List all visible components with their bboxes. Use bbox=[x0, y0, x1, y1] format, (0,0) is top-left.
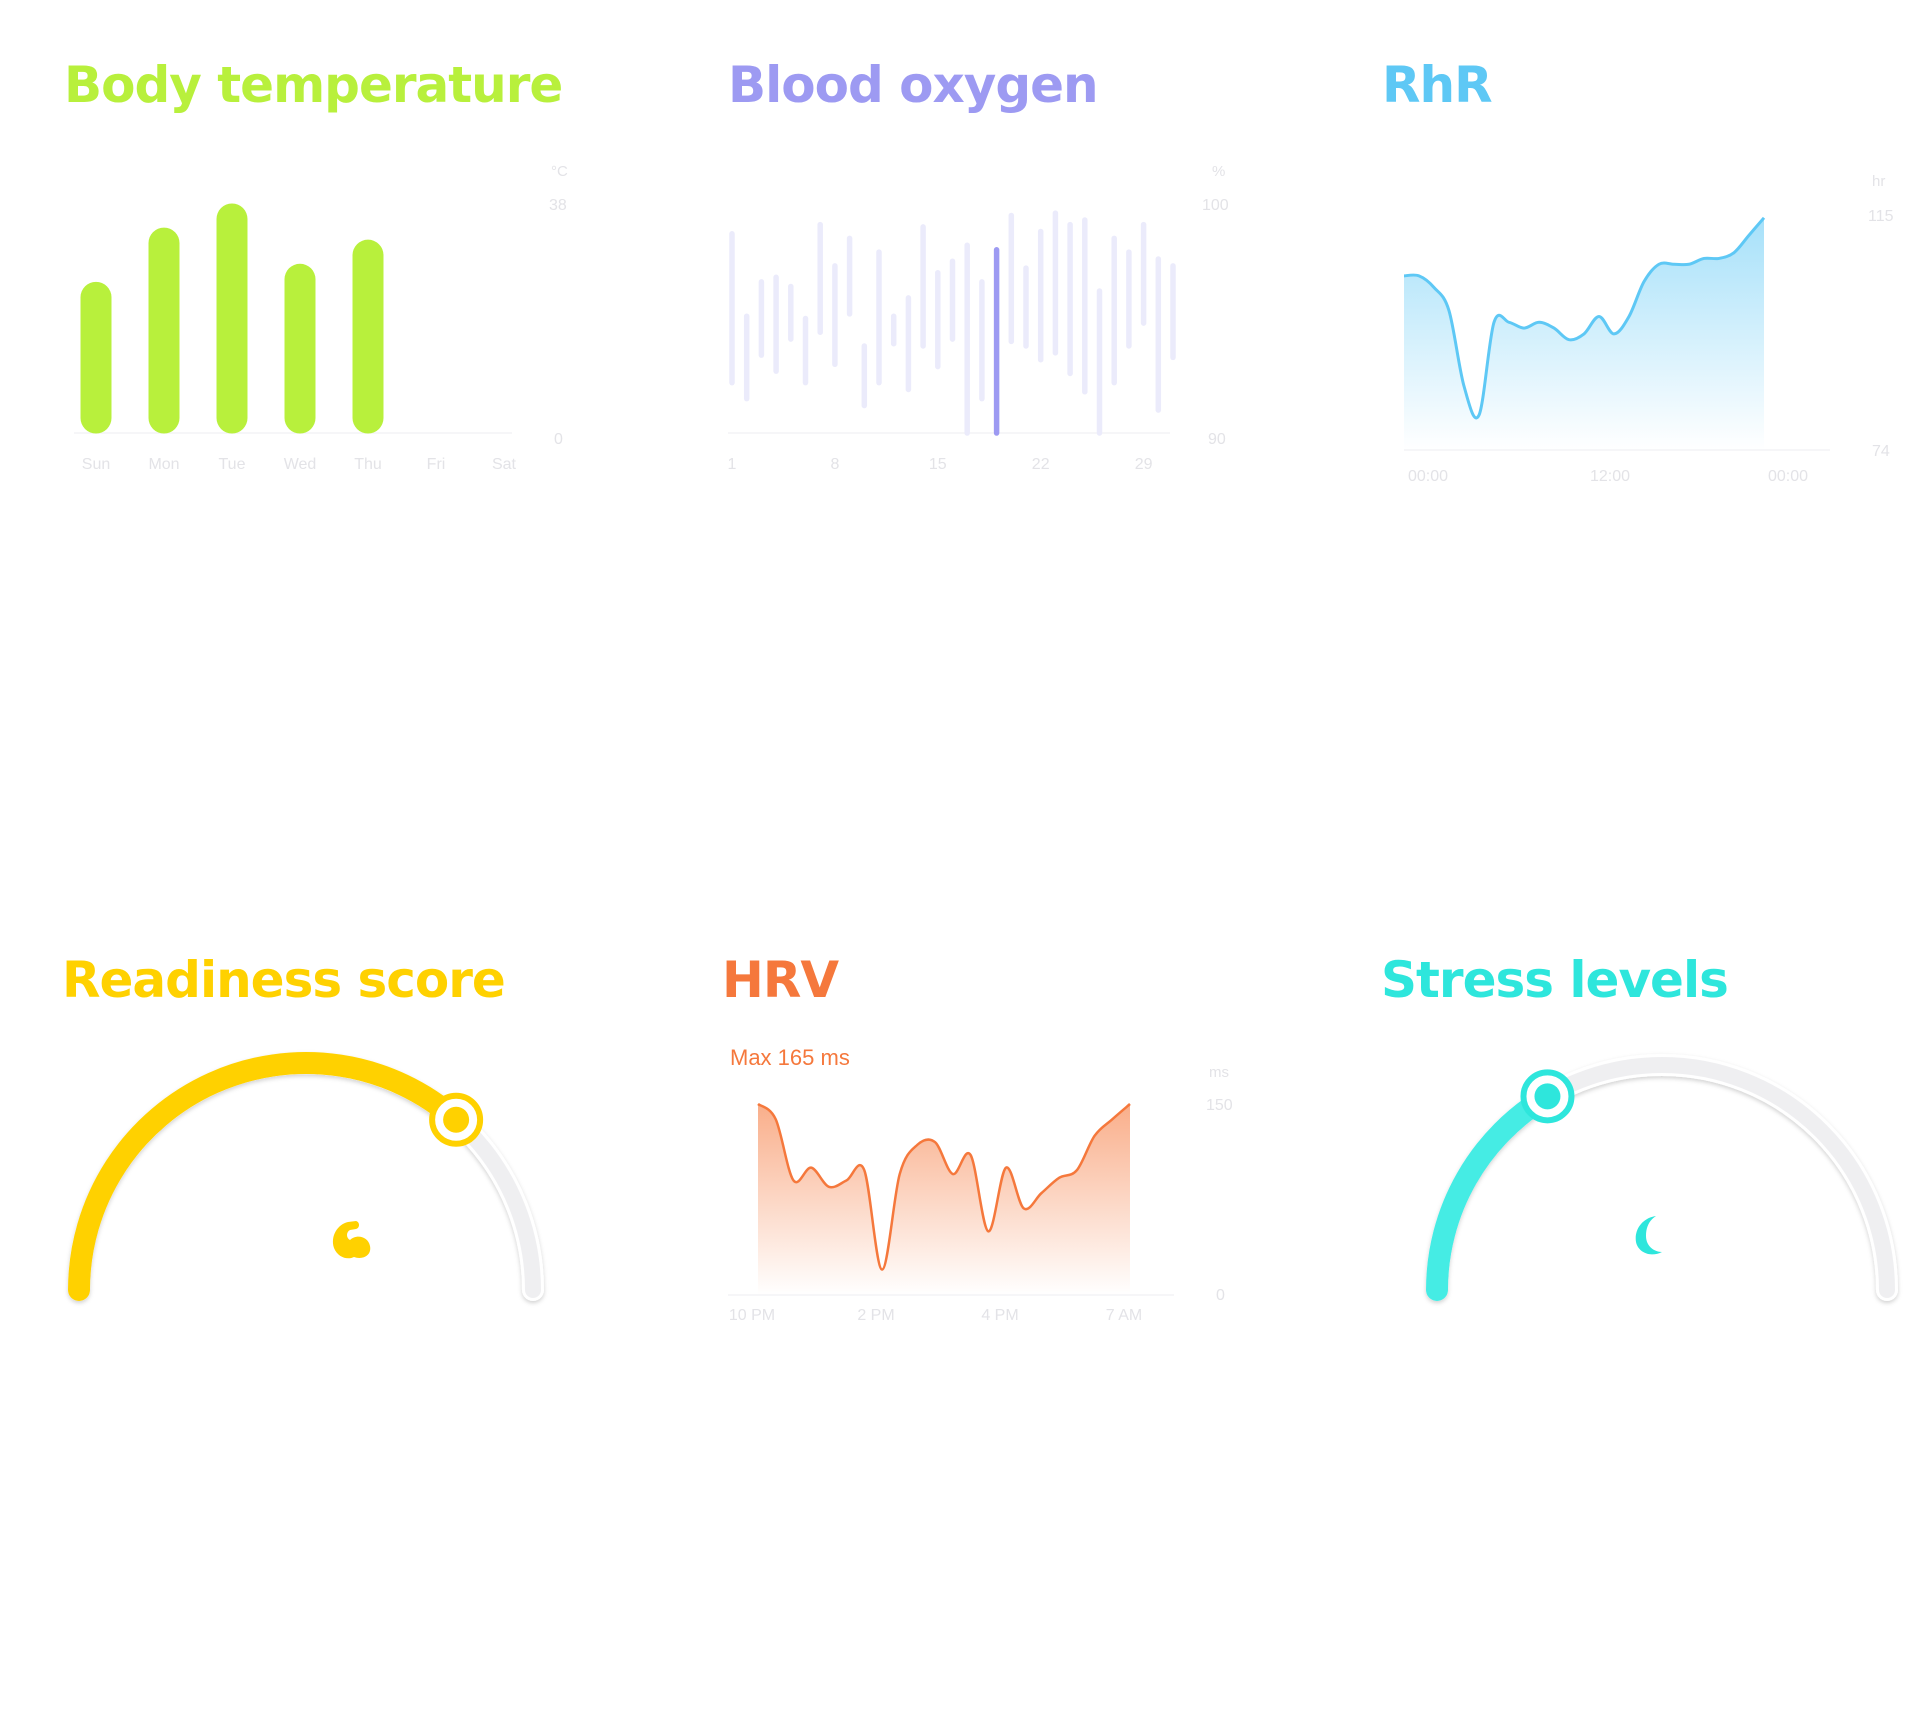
rhr-x-tick-0: 00:00 bbox=[1408, 468, 1448, 485]
hrv-x-tick-3: 7 AM bbox=[1106, 1307, 1142, 1324]
body-temperature-x-tick-mon: Mon bbox=[148, 456, 179, 473]
blood-oxygen-x-tick-8: 8 bbox=[830, 456, 839, 473]
readiness-fill-arc bbox=[68, 1052, 468, 1301]
blood-oxygen-y-tick-max: 100 bbox=[1202, 197, 1229, 214]
blood-oxygen-x-tick-22: 22 bbox=[1032, 456, 1050, 473]
hrv-max-annotation: Max 165 ms bbox=[730, 1045, 850, 1070]
hrv-panel: HRV Max 165 ms ms 150 0 10 PM 2 PM 4 PM 7 A… bbox=[640, 900, 1280, 1500]
blood-oxygen-x-tick-15: 15 bbox=[929, 456, 947, 473]
body-temperature-x-tick-thu: Thu bbox=[354, 456, 382, 473]
stress-track-inner bbox=[1429, 1057, 1895, 1298]
rhr-chart: hr 115 74 00:00 12:00 00:00 bbox=[1403, 173, 1894, 485]
hrv-unit: ms bbox=[1209, 1064, 1229, 1081]
hrv-title: HRV bbox=[722, 951, 839, 1009]
body-temperature-unit: °C bbox=[551, 163, 568, 180]
hrv-x-tick-1: 2 PM bbox=[857, 1307, 894, 1324]
readiness-title: Readiness score bbox=[62, 951, 506, 1009]
readiness-knob-dot bbox=[443, 1106, 470, 1133]
rhr-x-tick-2: 00:00 bbox=[1768, 468, 1808, 485]
rhr-y-tick-max: 115 bbox=[1868, 208, 1894, 225]
stress-panel: Stress levels bbox=[1280, 900, 1920, 1500]
stress-track bbox=[1426, 1054, 1898, 1301]
blood-oxygen-y-tick-min: 90 bbox=[1208, 431, 1226, 448]
rhr-unit: hr bbox=[1872, 173, 1885, 190]
hrv-y-tick-min: 0 bbox=[1216, 1287, 1225, 1304]
rhr-line bbox=[1403, 216, 1766, 420]
blood-oxygen-unit: % bbox=[1212, 163, 1225, 180]
hrv-x-tick-0: 10 PM bbox=[729, 1307, 775, 1324]
body-temperature-x-tick-tue: Tue bbox=[219, 456, 246, 473]
stress-fill-arc bbox=[1426, 1085, 1559, 1301]
body-temperature-chart: °C 38 0 Sun Mon Tue Wed Thu Fri Sat bbox=[74, 163, 568, 473]
stress-title: Stress levels bbox=[1381, 951, 1729, 1009]
hrv-x-tick-2: 4 PM bbox=[981, 1307, 1018, 1324]
body-temperature-x-tick-sat: Sat bbox=[492, 456, 517, 473]
hrv-y-tick-max: 150 bbox=[1206, 1097, 1233, 1114]
readiness-gauge bbox=[68, 1052, 544, 1301]
body-temperature-x-tick-sun: Sun bbox=[82, 456, 110, 473]
crescent-moon-icon bbox=[1635, 1216, 1662, 1255]
stress-knob-dot bbox=[1534, 1083, 1561, 1110]
blood-oxygen-x-tick-29: 29 bbox=[1135, 456, 1153, 473]
rhr-title: RhR bbox=[1382, 56, 1493, 114]
body-temperature-y-tick-max: 38 bbox=[549, 197, 567, 214]
body-temperature-x-tick-wed: Wed bbox=[284, 456, 317, 473]
hrv-chart: Max 165 ms ms 150 0 10 PM 2 PM 4 PM 7 AM bbox=[728, 1045, 1233, 1324]
rhr-panel: RhR hr 115 74 00:00 12:00 00:00 bbox=[1280, 0, 1920, 600]
hrv-area bbox=[758, 1104, 1130, 1295]
blood-oxygen-title: Blood oxygen bbox=[728, 56, 1099, 114]
rhr-x-tick-1: 12:00 bbox=[1590, 468, 1630, 485]
readiness-panel: Readiness score bbox=[0, 900, 640, 1500]
body-temperature-title: Body temperature bbox=[64, 56, 563, 114]
rhr-y-tick-min: 74 bbox=[1872, 443, 1890, 460]
body-temperature-y-tick-min: 0 bbox=[554, 431, 563, 448]
stress-gauge bbox=[1426, 1054, 1898, 1301]
blood-oxygen-x-tick-1: 1 bbox=[728, 456, 737, 473]
blood-oxygen-panel: Blood oxygen % 100 90 1 8 15 22 29 bbox=[640, 0, 1280, 600]
body-temperature-panel: Body temperature °C 38 0 Sun Mon Tue Wed Thu… bbox=[0, 0, 640, 600]
body-temperature-x-tick-fri: Fri bbox=[427, 456, 446, 473]
flexed-bicep-icon bbox=[332, 1221, 371, 1259]
blood-oxygen-chart: % 100 90 1 8 15 22 29 bbox=[728, 163, 1229, 473]
hrv-line bbox=[757, 1102, 1131, 1271]
